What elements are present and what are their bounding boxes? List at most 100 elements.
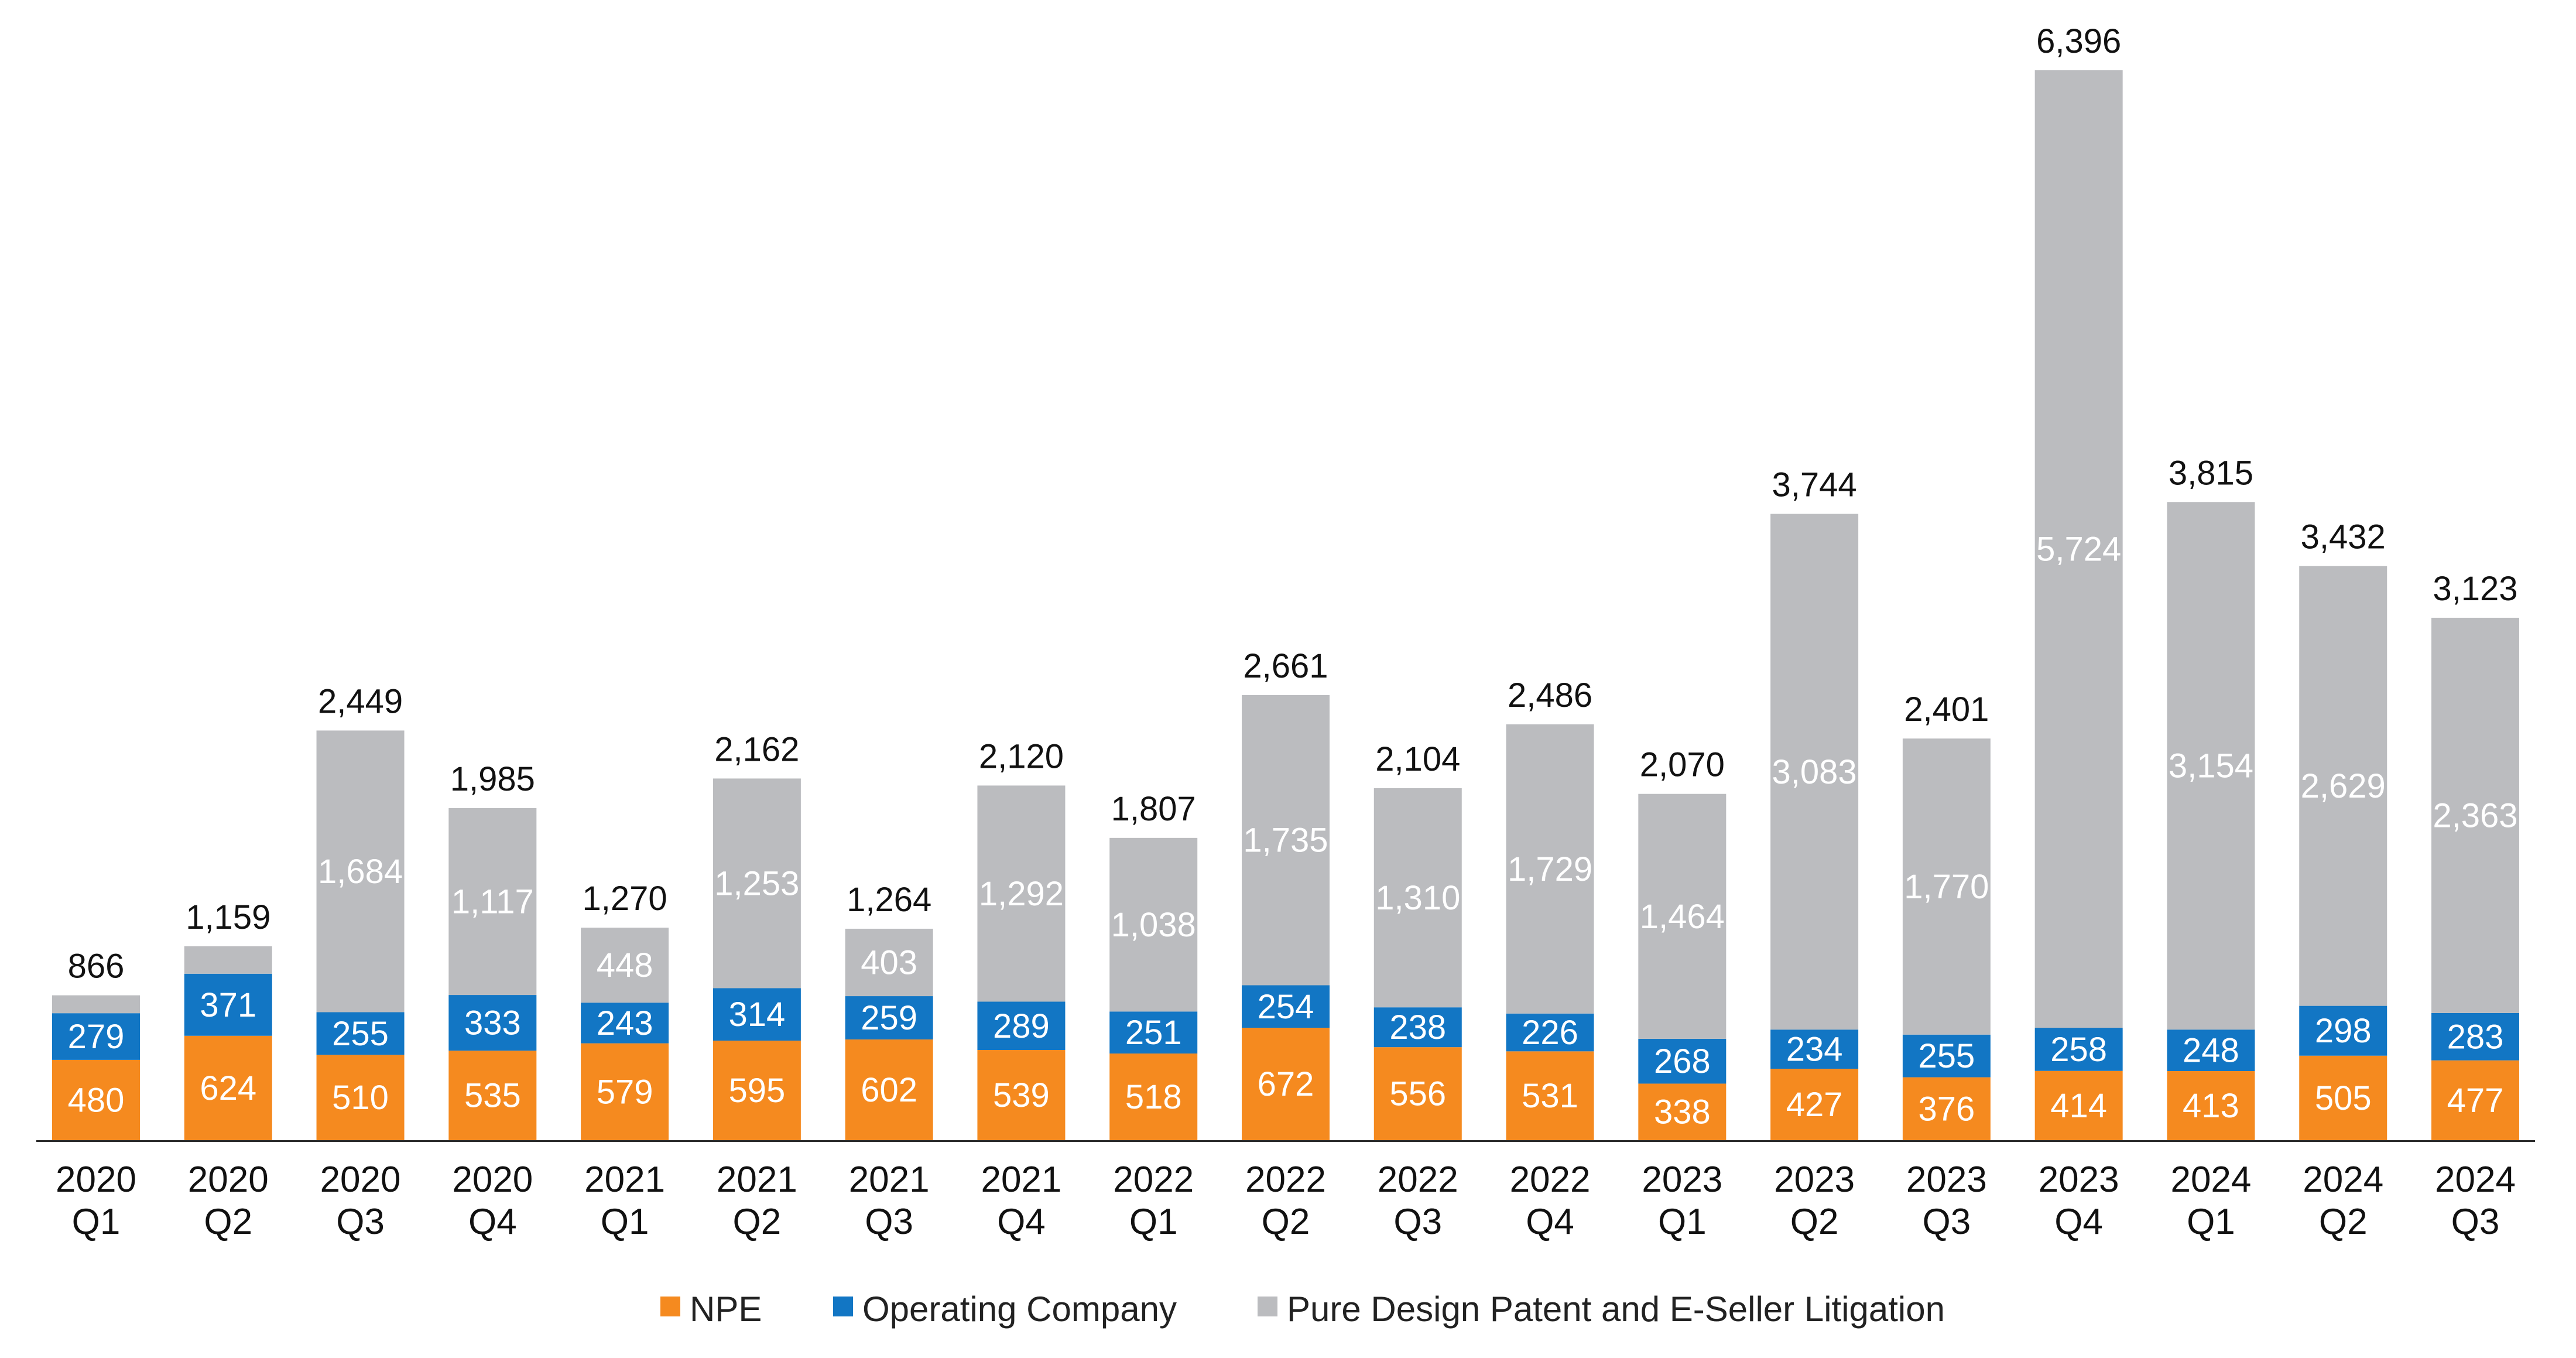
x-tick-quarter-6: Q3 (865, 1202, 913, 1242)
segment-label-2-3: 1,117 (451, 883, 534, 921)
segment-label-1-12: 268 (1654, 1042, 1711, 1080)
segment-label-0-17: 505 (2315, 1079, 2372, 1117)
legend-swatch-1 (833, 1297, 853, 1316)
x-tick-quarter-17: Q2 (2319, 1202, 2368, 1242)
x-tick-year-4: 2021 (584, 1159, 665, 1200)
x-tick-year-3: 2020 (452, 1159, 533, 1200)
total-label-13: 3,744 (1772, 466, 1857, 504)
segment-label-2-9: 1,735 (1243, 822, 1328, 860)
bar-segment-pure-design-patent-and-e-seller-litigation-0 (52, 996, 140, 1014)
x-tick-year-15: 2023 (2039, 1159, 2119, 1200)
total-label-12: 2,070 (1640, 746, 1725, 784)
x-tick-quarter-15: Q4 (2054, 1202, 2103, 1242)
segment-label-0-8: 518 (1125, 1078, 1182, 1116)
segment-label-1-3: 333 (464, 1004, 521, 1042)
segment-label-2-10: 1,310 (1375, 879, 1460, 917)
x-tick-quarter-3: Q4 (468, 1202, 517, 1242)
x-tick-quarter-0: Q1 (72, 1202, 121, 1242)
x-tick-quarter-1: Q2 (204, 1202, 252, 1242)
segment-label-2-18: 2,363 (2433, 796, 2517, 834)
segment-label-0-11: 531 (1522, 1077, 1578, 1115)
x-tick-year-13: 2023 (1774, 1159, 1855, 1200)
segment-label-1-5: 314 (728, 996, 785, 1034)
total-label-0: 866 (68, 947, 125, 986)
x-tick-quarter-14: Q3 (1923, 1202, 1971, 1242)
segment-label-1-17: 298 (2315, 1012, 2372, 1050)
legend-swatch-2 (1258, 1297, 1277, 1316)
segment-label-2-14: 1,770 (1904, 868, 1989, 906)
x-tick-quarter-4: Q1 (601, 1202, 649, 1242)
segment-label-2-11: 1,729 (1508, 850, 1592, 888)
x-tick-year-5: 2021 (717, 1159, 797, 1200)
segment-label-2-12: 1,464 (1640, 898, 1725, 936)
x-tick-quarter-10: Q3 (1393, 1202, 1442, 1242)
legend-swatch-0 (660, 1297, 680, 1316)
total-label-8: 1,807 (1111, 790, 1196, 828)
x-tick-year-10: 2022 (1378, 1159, 1458, 1200)
segment-label-2-4: 448 (597, 946, 653, 984)
segment-label-0-18: 477 (2447, 1082, 2504, 1120)
legend-label-1: Operating Company (862, 1289, 1177, 1329)
segment-label-1-15: 258 (2050, 1031, 2107, 1069)
segment-label-0-0: 480 (68, 1081, 125, 1119)
segment-label-0-14: 376 (1918, 1090, 1975, 1128)
total-label-16: 3,815 (2169, 454, 2253, 492)
segment-label-0-2: 510 (332, 1079, 389, 1117)
segment-label-1-10: 238 (1389, 1008, 1446, 1046)
segment-label-1-6: 259 (861, 999, 917, 1037)
x-tick-year-7: 2021 (981, 1159, 1061, 1200)
segment-label-2-2: 1,684 (318, 853, 403, 891)
segment-label-2-7: 1,292 (979, 875, 1064, 913)
x-tick-year-18: 2024 (2435, 1159, 2516, 1200)
segment-label-1-13: 234 (1786, 1031, 1843, 1069)
x-tick-quarter-13: Q2 (1790, 1202, 1839, 1242)
segment-label-0-16: 413 (2183, 1087, 2239, 1125)
segment-label-1-0: 279 (68, 1018, 125, 1056)
total-label-10: 2,104 (1375, 740, 1460, 778)
legend: NPEOperating CompanyPure Design Patent a… (660, 1289, 1945, 1329)
stacked-bar-chart: 4802798666243711,1595102551,6842,4495353… (0, 0, 2576, 1358)
total-label-9: 2,661 (1243, 647, 1328, 685)
x-tick-year-8: 2022 (1113, 1159, 1194, 1200)
x-tick-year-11: 2022 (1510, 1159, 1591, 1200)
total-label-14: 2,401 (1904, 690, 1989, 728)
x-tick-year-17: 2024 (2303, 1159, 2383, 1200)
x-tick-year-9: 2022 (1245, 1159, 1326, 1200)
x-tick-year-2: 2020 (320, 1159, 401, 1200)
segment-label-0-10: 556 (1389, 1075, 1446, 1113)
x-tick-quarter-8: Q1 (1129, 1202, 1178, 1242)
x-tick-quarter-11: Q4 (1526, 1202, 1574, 1242)
total-label-11: 2,486 (1508, 676, 1592, 714)
segment-label-2-8: 1,038 (1111, 906, 1196, 944)
x-tick-year-1: 2020 (188, 1159, 269, 1200)
x-axis: 2020Q12020Q22020Q32020Q42021Q12021Q22021… (36, 1141, 2535, 1243)
total-label-6: 1,264 (847, 881, 931, 919)
x-tick-year-14: 2023 (1906, 1159, 1987, 1200)
bar-segment-pure-design-patent-and-e-seller-litigation-1 (184, 946, 272, 974)
segment-label-0-7: 539 (993, 1076, 1050, 1114)
segment-label-0-4: 579 (597, 1073, 653, 1111)
segment-label-1-4: 243 (597, 1004, 653, 1042)
total-label-4: 1,270 (583, 880, 667, 918)
chart-root: 4802798666243711,1595102551,6842,4495353… (0, 0, 2576, 1358)
segment-label-0-13: 427 (1786, 1086, 1843, 1124)
x-tick-year-12: 2023 (1642, 1159, 1722, 1200)
total-label-7: 2,120 (979, 737, 1064, 775)
total-label-17: 3,432 (2301, 518, 2386, 556)
x-tick-year-6: 2021 (849, 1159, 930, 1200)
x-tick-quarter-9: Q2 (1262, 1202, 1310, 1242)
x-tick-quarter-2: Q3 (336, 1202, 385, 1242)
segment-label-1-7: 289 (993, 1007, 1050, 1045)
segment-label-2-5: 1,253 (714, 864, 799, 902)
total-label-2: 2,449 (318, 682, 403, 720)
segment-label-2-16: 3,154 (2169, 747, 2253, 785)
total-label-15: 6,396 (2036, 22, 2121, 60)
segment-label-1-9: 254 (1258, 988, 1314, 1026)
x-tick-quarter-18: Q3 (2451, 1202, 2500, 1242)
segment-label-0-6: 602 (861, 1071, 917, 1109)
legend-label-0: NPE (690, 1289, 762, 1329)
segment-label-0-1: 624 (200, 1069, 256, 1107)
segment-label-2-17: 2,629 (2301, 767, 2386, 805)
segment-label-1-11: 226 (1522, 1014, 1578, 1052)
segment-label-0-9: 672 (1258, 1065, 1314, 1103)
